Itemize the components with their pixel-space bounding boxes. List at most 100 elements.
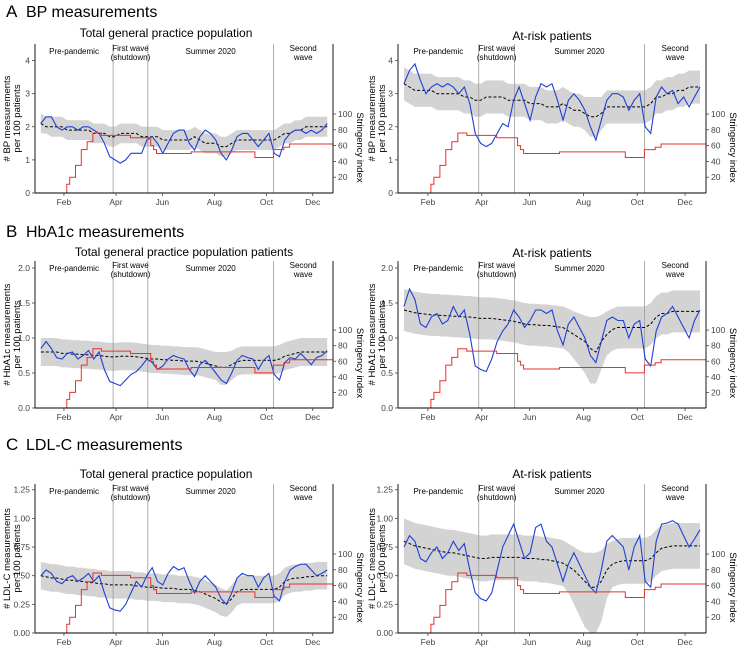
stringency-tick-label: 20 [711,172,721,182]
stringency-tick-label: 60 [338,581,348,591]
phase-label-wave: wave [293,270,313,279]
x-tick-label: Aug [207,412,222,422]
chart-panel-3: Total general practice population patien… [2,245,365,422]
y-axis-label: # HbA1c measurements [367,283,378,385]
phase-label-first-wave: First wave [112,261,149,270]
y-tick-label: 2 [25,122,30,132]
panel-title: Total general practice population [80,26,253,40]
observed-line [403,520,701,602]
stringency-axis-label: Stringency index [354,328,365,398]
y-tick-label: 0 [25,188,30,198]
y-tick-label: 1.00 [376,513,393,523]
phase-label-summer: Summer 2020 [554,264,605,273]
y-axis-label-2: per 100 patients [12,524,23,592]
x-tick-label: Dec [305,637,321,647]
stringency-line [398,132,706,194]
phase-label-summer: Summer 2020 [185,47,236,56]
x-tick-label: Jun [155,412,169,422]
y-tick-label: 2 [388,122,393,132]
y-tick-label: 0 [388,188,393,198]
y-axis-label-2: per 100 patients [12,84,23,152]
stringency-axis-label: Stringency index [727,112,738,182]
y-tick-label: 0.5 [18,368,30,378]
phase-label-first-wave: First wave [112,484,149,493]
x-tick-label: Aug [576,197,591,207]
expected-line [40,123,328,148]
section-letter-b: B [6,222,17,241]
stringency-tick-label: 20 [338,612,348,622]
y-axis-label-2: per 100 patients [377,300,388,368]
phase-label-summer: Summer 2020 [185,264,236,273]
stringency-tick-label: 80 [338,341,348,351]
stringency-tick-label: 80 [338,125,348,135]
stringency-axis-label: Stringency index [727,552,738,622]
x-tick-label: Oct [631,197,645,207]
x-tick-label: Feb [57,412,72,422]
chart-panel-2: At-risk patients Pre-pandemic First wave(s… [367,29,738,207]
x-tick-label: Dec [678,637,694,647]
y-tick-label: 0.00 [13,628,30,638]
phase-label-shutdown: (shutdown) [477,493,517,502]
chart-panel-1: Total general practice population Pre-pan… [2,26,365,207]
y-axis-label: # HbA1c measurements [2,283,13,385]
phase-label-prepandemic: Pre-pandemic [413,487,463,496]
expected-line [40,351,328,368]
phase-label-second: Second [290,484,317,493]
y-axis-label-2: per 100 patients [377,524,388,592]
y-axis-label: # LDL-C measurements [367,508,378,609]
stringency-tick-label: 80 [711,565,721,575]
x-tick-label: Apr [475,412,488,422]
phase-label-second: Second [290,44,317,53]
stringency-tick-label: 100 [338,325,352,335]
x-tick-label: Aug [576,637,591,647]
x-tick-label: Dec [305,412,321,422]
expected-line [403,540,700,588]
x-tick-label: Apr [475,637,488,647]
stringency-tick-label: 40 [338,372,348,382]
stringency-tick-label: 40 [338,156,348,166]
x-tick-label: Apr [475,197,488,207]
chart-panel-6: At-risk patients Pre-pandemic First wave(s… [367,467,738,647]
x-tick-label: Jun [523,637,537,647]
y-tick-label: 1.5 [18,298,30,308]
x-tick-label: Oct [260,197,274,207]
section-letter-c: C [6,435,18,454]
y-axis-label: # BP measurements [2,75,13,161]
x-tick-label: Feb [421,197,436,207]
phase-label-second: Second [662,44,689,53]
stringency-tick-label: 100 [338,549,352,559]
panel-title: At-risk patients [512,246,591,260]
phase-label-summer: Summer 2020 [185,487,236,496]
section-title-hba1c: HbA1c measurements [26,224,184,241]
prediction-band [40,338,328,385]
x-tick-label: Jun [155,197,169,207]
stringency-axis-label: Stringency index [727,328,738,398]
phase-label-prepandemic: Pre-pandemic [49,264,99,273]
observed-line [40,563,328,612]
stringency-tick-label: 100 [711,549,725,559]
stringency-tick-label: 60 [711,356,721,366]
stringency-tick-label: 60 [338,141,348,151]
phase-label-first-wave: First wave [112,44,149,53]
y-tick-label: 0.5 [381,368,393,378]
phase-label-wave: wave [665,270,685,279]
y-tick-label: 2.0 [381,263,393,273]
x-tick-label: Apr [109,637,122,647]
stringency-tick-label: 20 [711,387,721,397]
stringency-tick-label: 40 [711,372,721,382]
y-axis-label-2: per 100 patients [377,84,388,152]
y-tick-label: 0.00 [376,628,393,638]
stringency-tick-label: 100 [711,325,725,335]
x-tick-label: Apr [109,412,122,422]
phase-label-summer: Summer 2020 [554,487,605,496]
stringency-tick-label: 40 [338,596,348,606]
phase-label-shutdown: (shutdown) [111,270,151,279]
x-tick-label: Aug [207,197,222,207]
stringency-tick-label: 20 [338,387,348,397]
x-tick-label: Feb [421,637,436,647]
panel-title: Total general practice population [80,467,253,481]
y-tick-label: 0.75 [376,542,393,552]
x-tick-label: Jun [523,197,537,207]
y-tick-label: 1.0 [381,333,393,343]
